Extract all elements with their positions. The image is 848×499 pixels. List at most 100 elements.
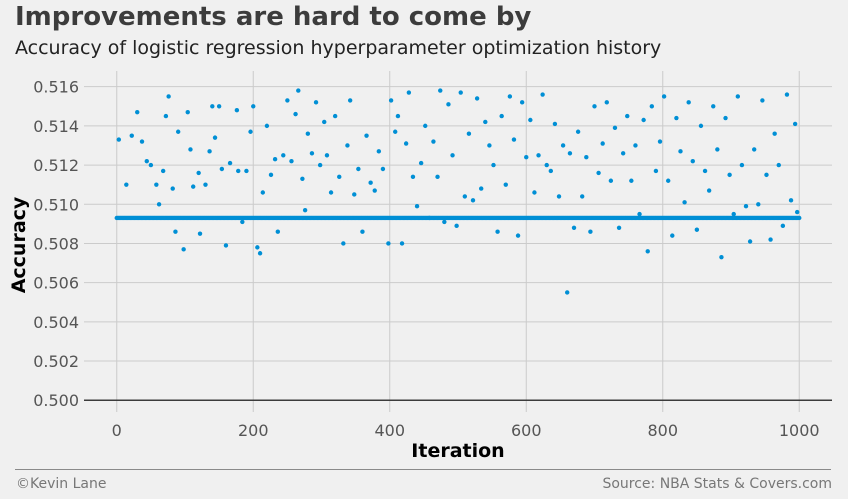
data-point [575, 129, 581, 134]
data-point [458, 90, 463, 95]
data-point [185, 109, 190, 115]
data-point [719, 254, 724, 260]
data-point [393, 129, 398, 134]
data-point [380, 166, 386, 172]
data-point [571, 225, 577, 230]
data-point [324, 153, 330, 158]
data-point [251, 104, 256, 109]
data-point [584, 155, 589, 160]
data-point [674, 115, 679, 121]
data-point [564, 290, 570, 295]
data-point [454, 223, 459, 229]
data-point [604, 100, 609, 105]
y-tick-label: 0.506 [33, 274, 79, 293]
data-point [682, 200, 687, 205]
data-point [735, 94, 741, 99]
data-point [356, 166, 361, 172]
data-point [580, 194, 585, 199]
data-point [760, 98, 765, 103]
data-point [181, 247, 186, 252]
data-point [154, 182, 159, 187]
data-point [410, 174, 416, 180]
data-point [483, 119, 488, 125]
data-point [715, 147, 720, 152]
data-point [466, 131, 472, 136]
data-point [661, 94, 667, 99]
y-tick-label: 0.510 [33, 195, 79, 214]
data-point [596, 170, 601, 176]
data-point [285, 98, 290, 103]
data-point [641, 117, 646, 123]
footer-credit: ©Kevin Lane [16, 476, 107, 492]
data-point [403, 141, 409, 146]
data-point [372, 188, 377, 193]
data-point [386, 241, 391, 246]
data-point [418, 160, 424, 166]
data-point [519, 100, 525, 105]
data-point [170, 186, 175, 191]
data-point [296, 88, 301, 93]
data-points [114, 88, 802, 295]
data-point [275, 229, 281, 234]
data-point [345, 143, 350, 148]
data-point [479, 186, 484, 191]
data-point [148, 162, 154, 168]
data-point [764, 172, 769, 178]
data-point [244, 168, 249, 174]
data-point [144, 158, 149, 164]
data-point [592, 104, 597, 109]
data-point [305, 131, 311, 136]
data-point [528, 117, 533, 123]
data-point [234, 107, 240, 113]
data-point [435, 174, 440, 180]
data-point [388, 98, 394, 103]
data-point [772, 131, 777, 136]
data-point [474, 96, 480, 101]
data-point [427, 215, 432, 221]
data-point [495, 229, 500, 234]
data-point [620, 151, 626, 156]
data-point [657, 139, 663, 144]
data-point [248, 129, 253, 134]
data-point [462, 194, 468, 199]
x-tick-label: 800 [647, 421, 678, 440]
data-point [690, 158, 695, 164]
y-tick-label: 0.514 [33, 117, 79, 136]
data-point [536, 153, 541, 158]
data-point [649, 104, 655, 109]
data-point [302, 207, 308, 213]
data-point [341, 241, 346, 246]
x-tick-label: 0 [112, 421, 122, 440]
data-point [406, 90, 412, 95]
data-point [197, 231, 203, 236]
data-point [337, 174, 342, 180]
data-point [608, 178, 614, 183]
data-point [556, 194, 562, 199]
footer-divider [15, 469, 831, 470]
data-point [450, 153, 455, 158]
y-tick-label: 0.512 [33, 156, 79, 175]
data-point [190, 184, 196, 189]
data-point [317, 162, 323, 168]
data-point [166, 94, 171, 99]
data-point [309, 151, 315, 156]
data-point [268, 172, 274, 178]
data-point [116, 137, 122, 142]
data-point [670, 233, 675, 238]
data-point [487, 143, 492, 148]
data-point [756, 202, 761, 207]
data-point [792, 121, 798, 127]
data-point [313, 100, 319, 105]
data-point [788, 198, 794, 203]
data-point [544, 162, 549, 168]
data-point [470, 198, 476, 203]
x-tick-label: 200 [238, 421, 269, 440]
data-point [139, 139, 145, 144]
data-point [780, 223, 786, 229]
data-point [588, 229, 593, 234]
data-point [203, 182, 208, 187]
data-point [260, 190, 266, 195]
data-point [499, 113, 504, 119]
data-point [442, 219, 447, 225]
data-point [751, 147, 757, 152]
